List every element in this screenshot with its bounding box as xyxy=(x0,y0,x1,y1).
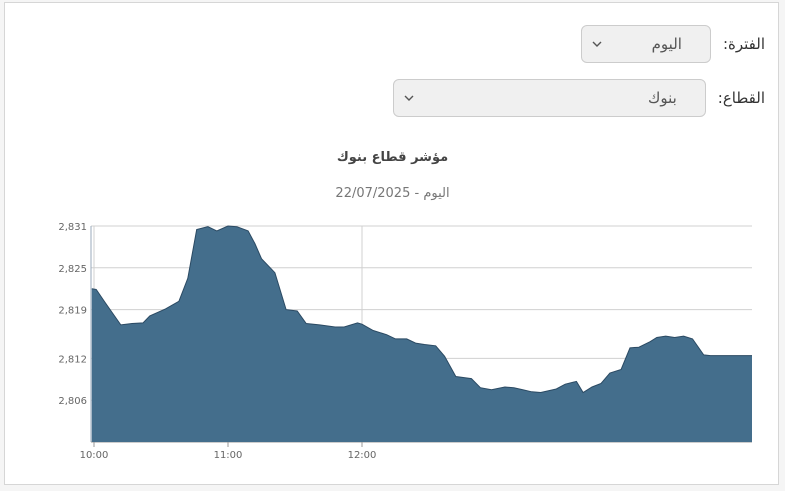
chart-subtitle: اليوم - 22/07/2025 xyxy=(335,186,450,201)
y-tick-label: 2,806 xyxy=(58,396,87,407)
period-filter-row: الفترة: اليوم xyxy=(580,25,765,63)
sector-select[interactable]: بنوك xyxy=(392,79,706,117)
y-tick-label: 2,812 xyxy=(58,354,87,365)
series-area-fill xyxy=(91,226,753,442)
area-layer xyxy=(91,225,753,442)
period-select[interactable]: اليوم xyxy=(580,25,711,63)
y-tick-label: 2,831 xyxy=(58,222,87,233)
chart-title: مؤشر قطاع بنوك xyxy=(336,150,449,165)
sector-select-value: بنوك xyxy=(647,89,677,107)
sector-label: القطاع: xyxy=(717,89,765,107)
x-tick-label: 12:00 xyxy=(348,450,377,461)
chevron-down-icon xyxy=(404,95,414,101)
chevron-down-icon xyxy=(592,41,602,47)
period-select-value: اليوم xyxy=(651,35,682,53)
x-tick-label: 11:00 xyxy=(214,450,243,461)
series-line xyxy=(91,225,752,394)
tick-layer: 2,831 2,825 2,819 2,812 2,806 10:00 11:00 12:00… xyxy=(58,222,377,461)
period-label: الفترة: xyxy=(722,35,765,53)
y-tick-label: 2,819 xyxy=(58,306,87,317)
y-tick-label: 2,825 xyxy=(58,264,87,275)
sector-filter-row: القطاع: بنوك xyxy=(392,79,765,117)
x-tick-label: 10:00 xyxy=(80,450,109,461)
